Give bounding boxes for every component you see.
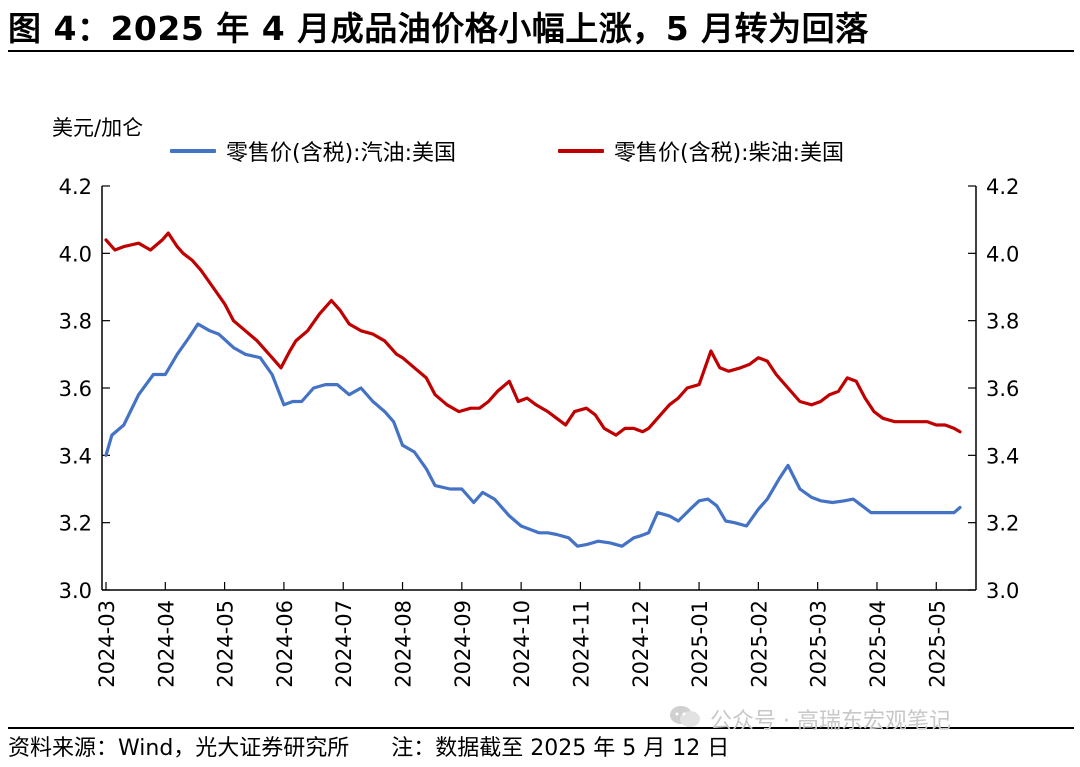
- wechat-icon: [670, 706, 700, 727]
- x-tick-label: 2024-06: [273, 600, 297, 688]
- x-tick-label: 2024-11: [569, 600, 593, 688]
- x-tick-label: 2025-03: [807, 600, 831, 688]
- y-tick-label-left: 3.2: [59, 512, 92, 536]
- legend-swatch-gasoline: [170, 149, 216, 153]
- y-tick-label-right: 3.0: [986, 579, 1019, 603]
- x-tick-label: 2025-05: [925, 600, 949, 688]
- legend-item-gasoline: 零售价(含税):汽油:美国: [170, 135, 456, 167]
- x-tick-label: 2024-04: [154, 600, 178, 688]
- source-note: 资料来源：Wind，光大证券研究所 注：数据截至 2025 年 5 月 12 日: [8, 736, 730, 761]
- legend-swatch-diesel: [558, 149, 604, 153]
- x-tick-label: 2024-07: [332, 600, 356, 688]
- figure-title: 图 4：2025 年 4 月成品油价格小幅上涨，5 月转为回落: [8, 9, 869, 48]
- y-tick-label-right: 4.0: [986, 242, 1019, 266]
- x-tick-label: 2024-09: [451, 600, 475, 688]
- x-tick-label: 2024-03: [95, 600, 119, 688]
- y-tick-label-left: 4.0: [59, 242, 92, 266]
- y-tick-label-left: 4.2: [59, 175, 92, 199]
- y-tick-label-left: 3.4: [59, 444, 92, 468]
- title-rule: [8, 50, 1074, 52]
- y-tick-label-right: 4.2: [986, 175, 1019, 199]
- series-line-gasoline: [104, 322, 962, 548]
- legend-label-diesel: 零售价(含税):柴油:美国: [614, 141, 844, 166]
- y-tick-label-left: 3.0: [59, 579, 92, 603]
- x-tick-label: 2025-04: [866, 600, 890, 688]
- y-tick-label-left: 3.6: [59, 377, 92, 401]
- x-tick-label: 2025-01: [688, 600, 712, 688]
- x-tick-label: 2024-10: [510, 600, 534, 688]
- y-tick-label-right: 3.8: [986, 310, 1019, 334]
- y-axis-unit-label: 美元/加仑: [52, 116, 144, 140]
- y-tick-label-right: 3.4: [986, 444, 1019, 468]
- footer-rule: [8, 727, 1074, 729]
- x-tick-label: 2024-12: [629, 600, 653, 688]
- watermark-text: 公众号 · 高瑞东宏观笔记: [710, 709, 951, 734]
- legend-item-diesel: 零售价(含税):柴油:美国: [558, 135, 844, 167]
- series-line-diesel: [104, 231, 962, 437]
- y-tick-label-left: 3.8: [59, 310, 92, 334]
- x-tick-label: 2024-05: [214, 600, 238, 688]
- legend-label-gasoline: 零售价(含税):汽油:美国: [226, 141, 456, 166]
- y-tick-label-right: 3.2: [986, 512, 1019, 536]
- y-tick-label-right: 3.6: [986, 377, 1019, 401]
- x-tick-label: 2024-08: [392, 600, 416, 688]
- x-tick-label: 2025-02: [747, 600, 771, 688]
